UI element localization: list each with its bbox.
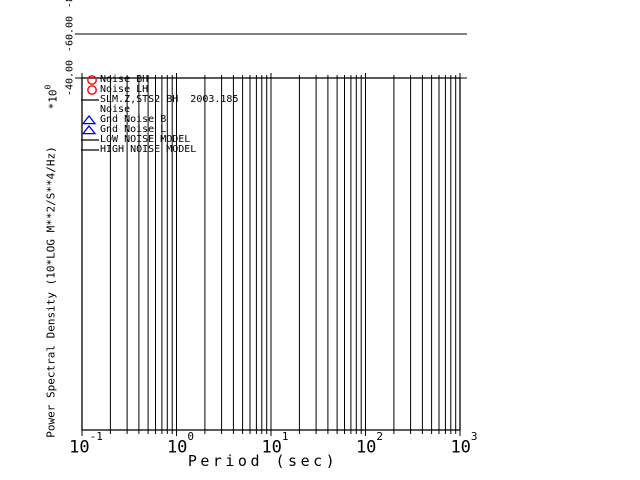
legend-triangle-icon [80,124,100,135]
legend-item-label: Gnd Noise L [100,124,167,135]
legend-item-low-noise-model: LOW NOISE MODEL [80,135,190,145]
x-tick-label: 100 [166,430,195,458]
legend-item-slm-z-sts2-bh-2003-185: SLM.Z,STS2 BH 2003.185 [80,95,238,105]
legend-item-label: Noise BH [100,74,149,85]
y-tick-label: -60.00 [64,15,76,53]
x-tick-label: 103 [450,430,478,458]
x-tick-label: 10-1 [69,430,103,458]
y-axis-multiplier-base: *10 [46,89,60,110]
legend-circle-icon [80,85,100,95]
legend-line-icon [80,95,100,105]
legend-item-gnd-noise-l: Gnd Noise L [80,125,166,135]
legend-item-noise-bh: Noise BH [80,75,148,85]
legend-item-label: Noise [100,104,131,115]
legend-item-label: SLM.Z,STS2 BH 2003.185 [100,94,239,105]
x-tick-label: 101 [261,430,289,458]
legend-item-label: LOW NOISE MODEL [100,134,191,145]
y-tick-label: -80.00 [65,0,76,8]
plot-border [81,77,461,431]
legend-item-high-noise-model: HIGH NOISE MODEL [80,145,196,155]
y-tick-label: -40.00 [64,59,76,97]
y-axis-multiplier: *100 [43,84,60,110]
legend-line-icon [80,135,100,145]
legend-item-label: Noise LH [100,84,149,95]
legend-triangle-icon [80,114,100,125]
y-axis-title: Power Spectral Density (10*LOG M**2/S**4… [44,146,58,438]
legend-item-noise: Noise [80,105,130,115]
legend-circle-icon [80,75,100,85]
legend-no-symbol [80,105,100,115]
legend-line-icon [80,145,100,155]
legend-item-label: Gnd Noise B [100,114,167,125]
x-axis-title: Period (sec) [187,452,339,470]
x-tick-label: 102 [355,430,384,458]
legend-item-label: HIGH NOISE MODEL [100,144,197,155]
legend-item-gnd-noise-b: Gnd Noise B [80,115,166,125]
y-axis-multiplier-exp: 0 [43,84,53,90]
legend-item-noise-lh: Noise LH [80,85,148,95]
